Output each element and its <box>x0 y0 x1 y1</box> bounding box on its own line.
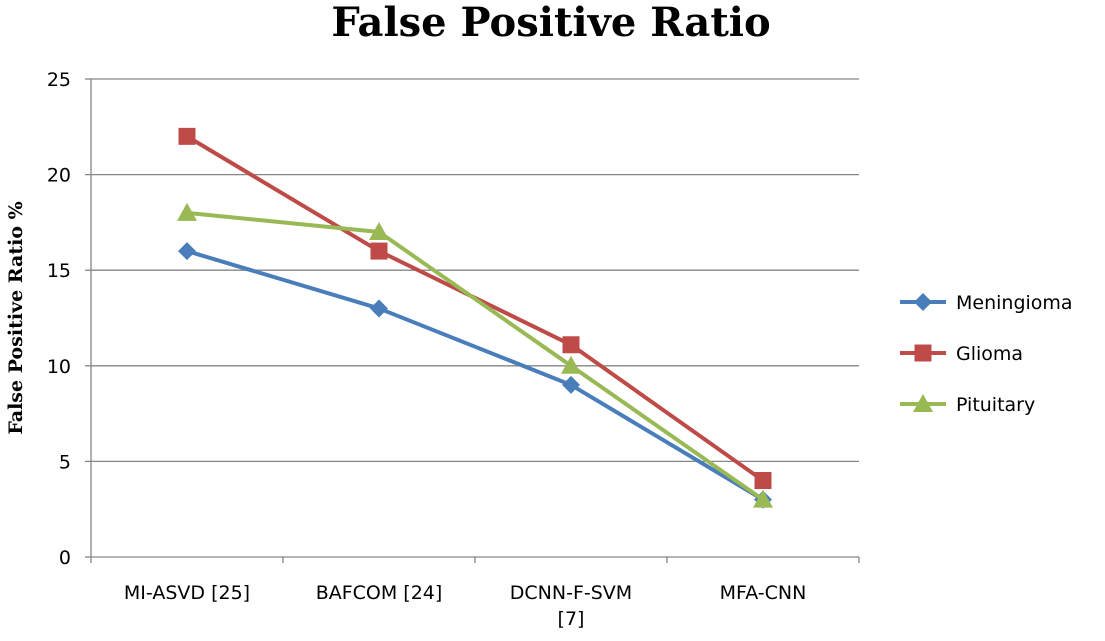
glioma-point <box>178 127 196 145</box>
series-pituitary <box>177 202 773 508</box>
legend-label: Pituitary <box>956 394 1035 416</box>
series-meningioma <box>178 242 772 509</box>
meningioma-point <box>562 375 580 394</box>
y-tick-label: 10 <box>47 356 71 378</box>
y-tick-label: 20 <box>47 165 71 187</box>
x-tick-label: MI-ASVD [25] <box>124 582 250 604</box>
x-tick-label: BAFCOM [24] <box>316 582 443 604</box>
y-axis-label: False Positive Ratio % <box>5 201 27 434</box>
legend-label: Glioma <box>956 343 1023 365</box>
meningioma-point <box>178 242 196 261</box>
legend: Meningioma Glioma Pituitary <box>900 292 1073 416</box>
x-tick-label: MFA-CNN <box>720 582 807 604</box>
legend-marker <box>914 293 932 311</box>
glioma-line <box>185 134 765 483</box>
legend-item-pituitary: Pituitary <box>900 394 1035 416</box>
y-tick-label: 5 <box>59 451 71 473</box>
pituitary-point <box>561 355 581 374</box>
y-tick-label: 25 <box>47 69 71 91</box>
legend-marker <box>913 394 933 412</box>
legend-marker <box>914 344 932 362</box>
glioma-point <box>370 242 388 260</box>
meningioma-point <box>370 299 388 318</box>
legend-item-glioma: Glioma <box>900 343 1023 365</box>
pituitary-line <box>186 210 765 502</box>
x-tick-label: DCNN-F-SVM [7] <box>510 582 632 630</box>
meningioma-line <box>186 249 765 502</box>
y-tick-label: 0 <box>59 547 71 569</box>
pituitary-point <box>369 221 389 240</box>
chart-title: False Positive Ratio <box>331 0 770 46</box>
y-tick-label: 15 <box>47 260 71 282</box>
legend-label: Meningioma <box>956 292 1073 314</box>
series-glioma <box>178 127 772 490</box>
pituitary-point <box>177 202 197 221</box>
glioma-point <box>754 472 772 490</box>
pituitary-point <box>753 489 773 508</box>
glioma-point <box>562 336 580 354</box>
legend-item-meningioma: Meningioma <box>900 292 1073 314</box>
